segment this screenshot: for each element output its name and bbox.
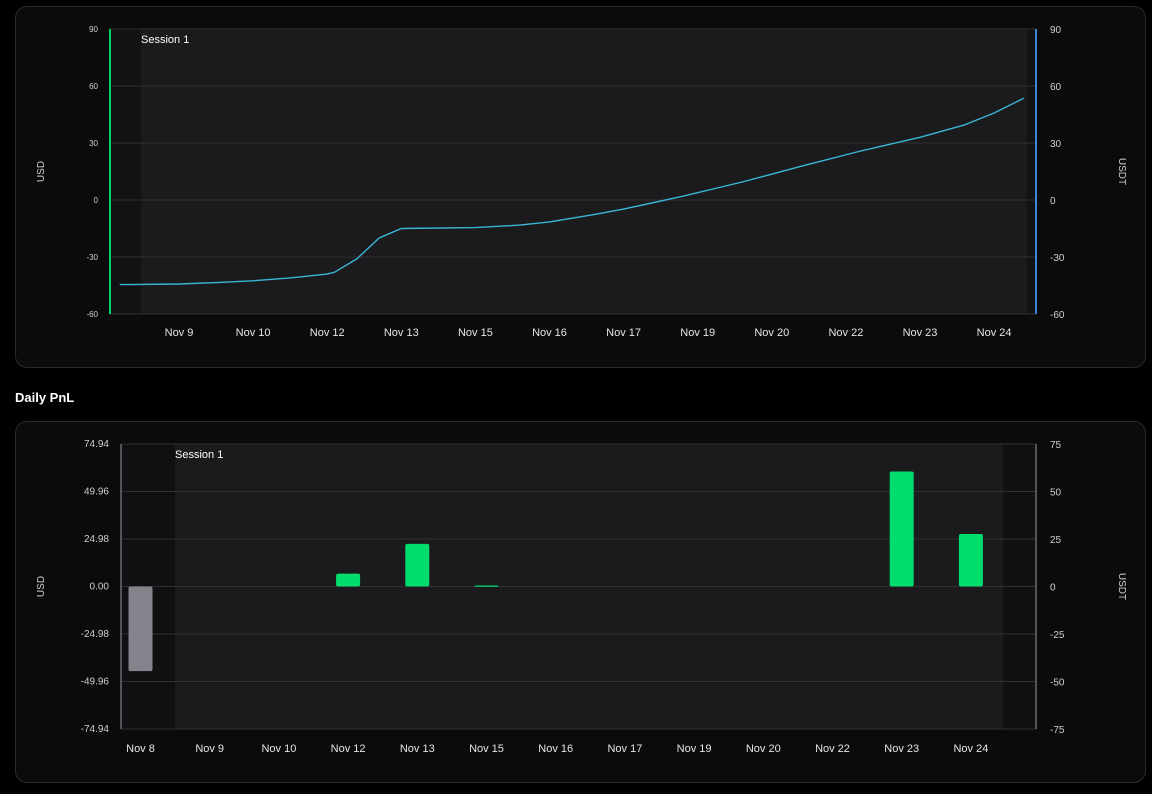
y-tick-label-right: -60	[1050, 310, 1065, 321]
daily-pnl-bar-chart: 74.94 75 49.96 50 24.98 25 0.00 0 -24.98 -25 -49.9…	[36, 439, 1127, 755]
y-tick-label-right: 25	[1050, 535, 1062, 546]
equity-line-chart: 90 90 60 60 30 30 0 0 -30 -30 -60 -60 Session 1 Nov 9…	[36, 25, 1127, 339]
y-tick-label-left: 60	[89, 82, 98, 91]
x-tick-label: Nov 16	[538, 743, 573, 755]
y-tick-label-right: -30	[1050, 253, 1065, 264]
x-tick-label: Nov 23	[884, 743, 919, 755]
y-tick-label-left: -60	[86, 310, 98, 319]
daily-pnl-chart-panel: 74.94 75 49.96 50 24.98 25 0.00 0 -24.98 -25 -49.9…	[15, 421, 1146, 783]
session-band	[141, 29, 1027, 314]
x-tick-label: Nov 12	[331, 743, 366, 755]
y-tick-label-left: 49.96	[84, 487, 109, 498]
pnl-bar	[336, 573, 361, 587]
y-axis-title-right: USDT	[1116, 158, 1127, 185]
x-tick-label: Nov 13	[384, 327, 419, 339]
pnl-bar	[405, 543, 430, 587]
x-tick-label: Nov 16	[532, 327, 567, 339]
y-tick-label-right: 0	[1050, 196, 1056, 207]
x-tick-label: Nov 12	[310, 327, 345, 339]
y-tick-label-left: -74.94	[81, 724, 110, 735]
pnl-bar	[474, 585, 499, 587]
y-tick-label-right: 60	[1050, 82, 1062, 93]
y-tick-label-right: -50	[1050, 678, 1065, 689]
pnl-bar	[128, 586, 153, 672]
x-tick-label: Nov 24	[977, 327, 1012, 339]
y-axis-title-left: USD	[36, 161, 47, 182]
x-tick-label: Nov 22	[828, 327, 863, 339]
y-tick-label-right: -75	[1050, 725, 1065, 736]
x-tick-label: Nov 15	[469, 743, 504, 755]
equity-series-line	[119, 97, 1025, 286]
x-tick-label: Nov 10	[261, 743, 296, 755]
x-tick-label: Nov 8	[126, 743, 155, 755]
y-tick-label-left: 90	[89, 25, 98, 34]
section-title-daily-pnl: Daily PnL	[15, 390, 75, 405]
y-tick-label-right: 0	[1050, 583, 1056, 594]
y-tick-label-left: 0	[94, 196, 99, 205]
y-tick-label-left: 30	[89, 139, 98, 148]
x-tick-label: Nov 17	[606, 327, 641, 339]
y-tick-label-left: 24.98	[84, 534, 109, 545]
x-tick-label: Nov 24	[953, 743, 988, 755]
session-label: Session 1	[141, 34, 189, 46]
y-tick-label-left: -49.96	[81, 677, 110, 688]
x-tick-label: Nov 13	[400, 743, 435, 755]
y-tick-label-left: 74.94	[84, 439, 109, 450]
x-tick-label: Nov 19	[680, 327, 715, 339]
equity-chart-panel: 90 90 60 60 30 30 0 0 -30 -30 -60 -60 Session 1 Nov 9…	[15, 6, 1146, 368]
x-tick-label: Nov 17	[607, 743, 642, 755]
pnl-bar	[889, 471, 914, 587]
x-tick-label: Nov 9	[165, 327, 194, 339]
x-tick-label: Nov 20	[746, 743, 781, 755]
x-tick-label: Nov 15	[458, 327, 493, 339]
y-tick-label-right: 90	[1050, 25, 1062, 36]
y-tick-label-right: -25	[1050, 630, 1065, 641]
y-tick-label-right: 30	[1050, 139, 1062, 150]
y-tick-label-left: 0.00	[90, 582, 110, 593]
x-tick-label: Nov 22	[815, 743, 850, 755]
x-tick-label: Nov 20	[754, 327, 789, 339]
y-tick-label-right: 75	[1050, 440, 1062, 451]
y-tick-label-right: 50	[1050, 488, 1062, 499]
y-axis-title-left: USD	[36, 576, 47, 597]
session-label: Session 1	[175, 449, 223, 461]
y-axis-title-right: USDT	[1116, 573, 1127, 600]
y-tick-label-left: -24.98	[81, 629, 110, 640]
x-tick-label: Nov 19	[677, 743, 712, 755]
pnl-bar	[958, 534, 983, 587]
x-tick-label: Nov 9	[195, 743, 224, 755]
y-tick-label-left: -30	[86, 253, 98, 262]
x-tick-label: Nov 10	[236, 327, 271, 339]
x-tick-label: Nov 23	[903, 327, 938, 339]
